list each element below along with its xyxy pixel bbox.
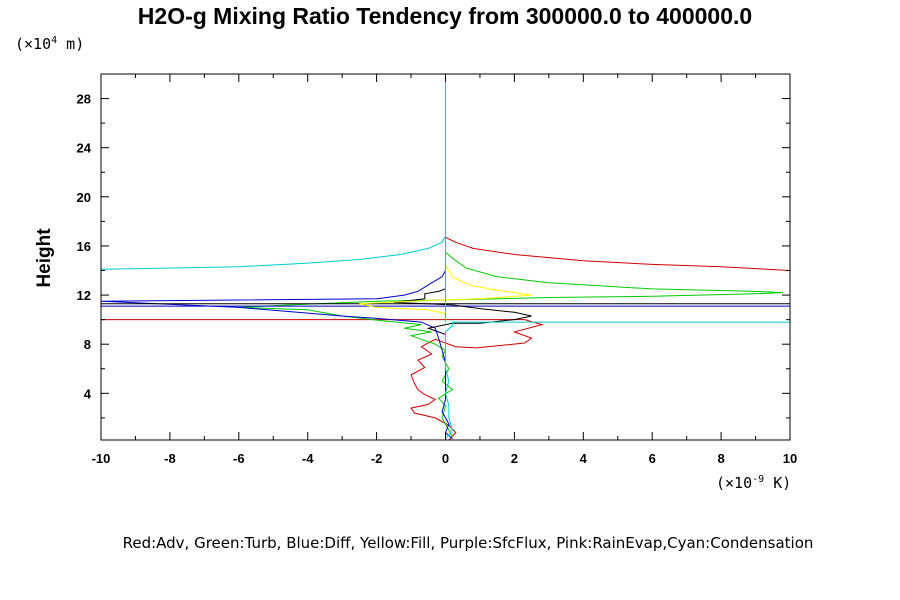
x-tick-label-6: 2 (511, 451, 518, 466)
series-line-7 (359, 250, 532, 314)
y-tick-label-4: 20 (77, 190, 91, 205)
x-tick-label-0: -10 (92, 451, 111, 466)
x-unit-label: (×10-9 K) (716, 474, 791, 492)
y-unit-label: (×104 m) (15, 35, 84, 53)
plot-frame (100, 73, 791, 441)
series-line-10 (100, 74, 446, 270)
y-tick-label-1: 8 (84, 337, 91, 352)
y-tick-label-0: 4 (84, 386, 92, 401)
series-line-0 (101, 319, 544, 441)
x-tick-label-3: -4 (302, 451, 314, 466)
y-tick-label-5: 24 (77, 141, 92, 156)
x-tick-label-5: 0 (442, 451, 449, 466)
x-tick-label-2: -6 (233, 451, 245, 466)
x-tick-label-1: -8 (164, 451, 176, 466)
y-tick-label-2: 12 (77, 288, 91, 303)
series-line-1 (445, 236, 791, 271)
x-tick-label-7: 4 (580, 451, 588, 466)
series-line-8 (444, 321, 790, 440)
x-tick-label-9: 8 (717, 451, 724, 466)
series-layer (100, 74, 791, 441)
x-tick-label-8: 6 (649, 451, 656, 466)
series-line-6 (393, 288, 532, 345)
x-tick-label-10: 10 (783, 451, 797, 466)
series-line-3 (100, 270, 453, 440)
y-axis-label: Height (34, 228, 55, 288)
chart-title: H2O-g Mixing Ratio Tendency from 300000.… (138, 3, 752, 29)
y-tick-label-3: 16 (77, 239, 91, 254)
x-tick-label-4: -2 (371, 451, 383, 466)
y-tick-label-6: 28 (77, 92, 91, 107)
legend-text: Red:Adv, Green:Turb, Blue:Diff, Yellow:F… (123, 534, 814, 552)
